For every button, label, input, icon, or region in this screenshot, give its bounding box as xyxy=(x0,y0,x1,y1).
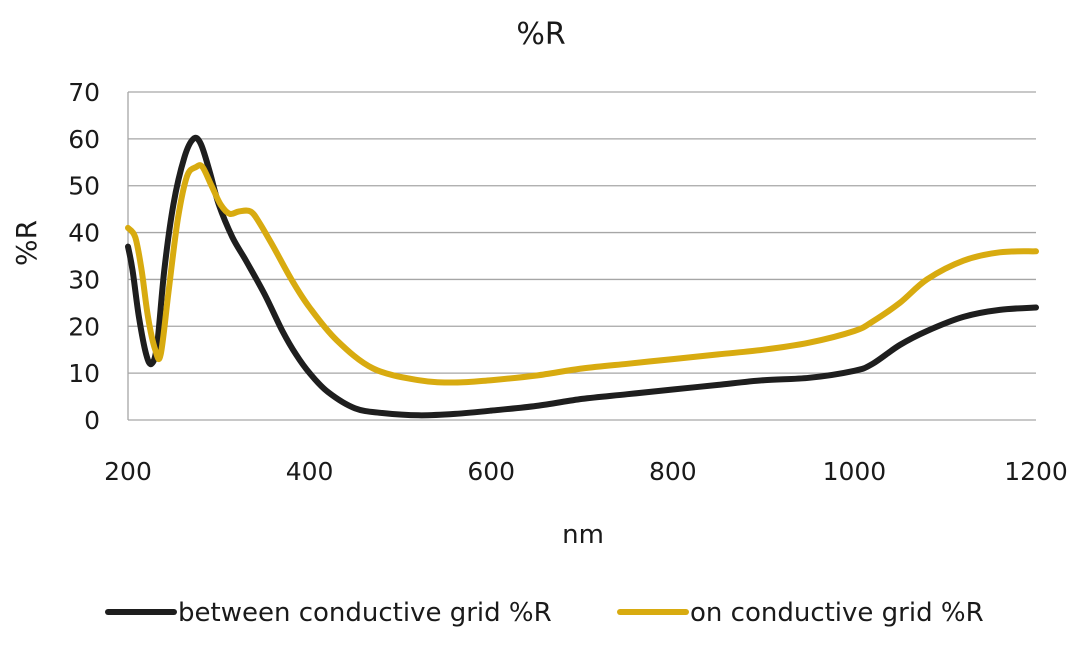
y-tick-label: 50 xyxy=(68,172,100,201)
series-line-0 xyxy=(125,134,1039,419)
x-tick-label: 600 xyxy=(467,457,515,486)
series-line-1 xyxy=(125,162,1039,386)
x-axis-label: nm xyxy=(562,520,604,550)
y-tick-label: 60 xyxy=(68,125,100,154)
y-tick-label: 30 xyxy=(68,265,100,294)
x-tick-label: 800 xyxy=(649,457,697,486)
x-tick-label: 1200 xyxy=(1004,457,1068,486)
y-tick-label: 20 xyxy=(68,312,100,341)
tick-labels: 0 10 20 30 40 50 60 70 200 400 600 800 1000 1200 xyxy=(68,78,1068,486)
y-tick-label: 10 xyxy=(68,359,100,388)
y-tick-label: 70 xyxy=(68,78,100,107)
y-axis-label: %R xyxy=(10,220,43,266)
x-tick-label: 200 xyxy=(104,457,152,486)
x-tick-label: 1000 xyxy=(823,457,887,486)
legend-label: between conductive grid %R xyxy=(178,598,552,628)
chart-title: %R xyxy=(516,17,565,52)
series-lines xyxy=(125,134,1039,419)
y-tick-label: 40 xyxy=(68,219,100,248)
y-tick-label: 0 xyxy=(84,406,100,435)
legend: between conductive grid %R on conductive … xyxy=(105,598,984,628)
x-tick-label: 400 xyxy=(286,457,334,486)
legend-label: on conductive grid %R xyxy=(690,598,984,628)
